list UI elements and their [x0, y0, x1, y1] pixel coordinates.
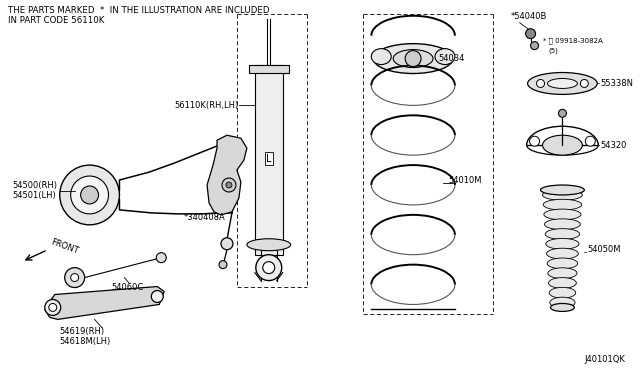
Circle shape	[151, 291, 163, 302]
Text: 54501(LH): 54501(LH)	[12, 192, 56, 201]
Circle shape	[60, 165, 120, 225]
Ellipse shape	[548, 268, 577, 279]
Circle shape	[226, 182, 232, 188]
Text: *340408A: *340408A	[184, 214, 226, 222]
Text: * Ⓝ 09918-3082A: * Ⓝ 09918-3082A	[543, 37, 602, 44]
Circle shape	[49, 304, 57, 311]
Ellipse shape	[545, 229, 580, 240]
Text: 54050M: 54050M	[588, 245, 621, 254]
Circle shape	[529, 136, 540, 146]
Ellipse shape	[549, 288, 576, 298]
Circle shape	[222, 178, 236, 192]
Circle shape	[559, 109, 566, 117]
Text: J40101QK: J40101QK	[584, 355, 625, 364]
Text: 54034: 54034	[438, 54, 465, 63]
Circle shape	[156, 253, 166, 263]
Ellipse shape	[371, 49, 391, 65]
Circle shape	[70, 273, 79, 282]
Circle shape	[65, 267, 84, 288]
Text: *54040B: *54040B	[511, 12, 547, 21]
Text: 54320: 54320	[600, 141, 627, 150]
Polygon shape	[45, 286, 164, 320]
Circle shape	[263, 262, 275, 273]
Ellipse shape	[546, 238, 579, 249]
Ellipse shape	[547, 258, 578, 269]
Ellipse shape	[247, 239, 291, 251]
Ellipse shape	[393, 49, 433, 68]
Ellipse shape	[543, 189, 582, 200]
Circle shape	[531, 42, 538, 49]
Text: IN PART CODE 56110K: IN PART CODE 56110K	[8, 16, 104, 25]
Circle shape	[45, 299, 61, 315]
Ellipse shape	[544, 209, 581, 220]
Circle shape	[405, 51, 421, 67]
Text: 56110K(RH,LH): 56110K(RH,LH)	[174, 101, 239, 110]
Text: THE PARTS MARKED  *  IN THE ILLUSTRATION ARE INCLUDED: THE PARTS MARKED * IN THE ILLUSTRATION A…	[8, 6, 269, 15]
Text: 54500(RH): 54500(RH)	[12, 180, 57, 189]
Circle shape	[586, 136, 595, 146]
Circle shape	[81, 186, 99, 204]
Ellipse shape	[527, 73, 597, 94]
Circle shape	[525, 29, 536, 39]
Text: 54619(RH): 54619(RH)	[60, 327, 105, 336]
Text: 54618M(LH): 54618M(LH)	[60, 337, 111, 346]
Ellipse shape	[550, 297, 575, 308]
Bar	[255, 65, 283, 255]
Ellipse shape	[547, 78, 577, 89]
Text: 55338N: 55338N	[600, 79, 633, 88]
Circle shape	[536, 80, 545, 87]
Circle shape	[221, 238, 233, 250]
Text: 54060C: 54060C	[111, 283, 144, 292]
Circle shape	[219, 261, 227, 269]
Bar	[249, 65, 289, 73]
Ellipse shape	[545, 219, 580, 230]
Circle shape	[580, 80, 588, 87]
Text: L: L	[266, 154, 271, 164]
Ellipse shape	[550, 304, 574, 311]
Ellipse shape	[373, 44, 453, 74]
Ellipse shape	[543, 135, 582, 155]
Text: (5): (5)	[548, 47, 558, 54]
Ellipse shape	[547, 248, 579, 259]
Polygon shape	[207, 135, 247, 215]
Ellipse shape	[541, 185, 584, 195]
Circle shape	[256, 255, 282, 280]
Text: 54010M: 54010M	[448, 176, 481, 185]
Ellipse shape	[548, 278, 577, 288]
Circle shape	[70, 176, 109, 214]
Ellipse shape	[543, 199, 582, 210]
Text: FRONT: FRONT	[50, 238, 80, 256]
Ellipse shape	[435, 49, 455, 65]
